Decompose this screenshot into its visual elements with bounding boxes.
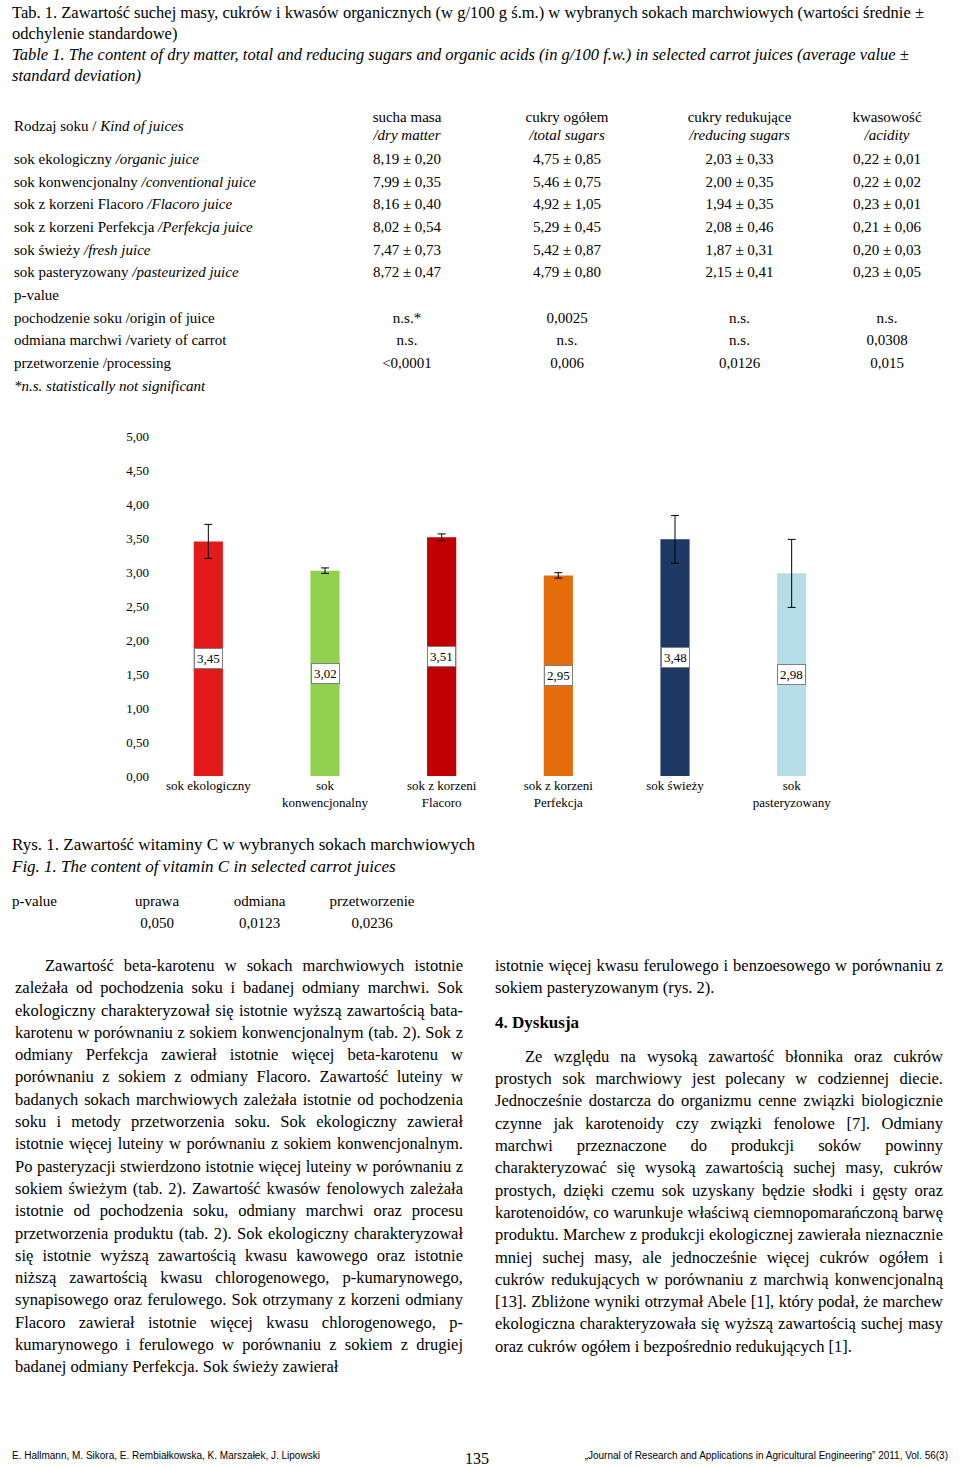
html-text:7,47 ± 0,73: 7,47 ± 0,73 — [372, 241, 442, 258]
html-text:Zawartość beta-karotenu w soka: Zawartość beta-karotenu w sokach marchwi… — [15, 956, 463, 1377]
svg-text:sok świeży: sok świeży — [646, 778, 704, 793]
svg-text:4,00: 4,00 — [126, 497, 149, 512]
html-text:/reducing sugars: /reducing sugars — [689, 127, 790, 143]
html-text:n.s.*: n.s.* — [392, 309, 422, 326]
html-text:„Journal of Research and Appli: „Journal of Research and Applications in… — [584, 1450, 948, 1461]
html-text:2,03 ± 0,33: 2,03 ± 0,33 — [705, 150, 774, 167]
html-text:1,87 ± 0,31: 1,87 ± 0,31 — [705, 241, 774, 258]
html-text:sok z korzeni Perfekcja /Perfe: sok z korzeni Perfekcja /Perfekcja juice — [14, 218, 253, 235]
html-text:*n.s. statistically not signif: *n.s. statistically not significant — [14, 377, 206, 394]
html-text:5,29 ± 0,45: 5,29 ± 0,45 — [532, 218, 602, 235]
svg-text:sok z korzeniPerfekcja: sok z korzeniPerfekcja — [524, 778, 594, 810]
html-text:uprawa: uprawa — [134, 893, 180, 909]
html-text:sok z korzeni Flacoro /Flacoro: sok z korzeni Flacoro /Flacoro juice — [14, 196, 233, 213]
html-text:8,16 ± 0,40: 8,16 ± 0,40 — [372, 196, 442, 213]
html-text:przetworzenie /processing: przetworzenie /processing — [14, 355, 171, 371]
svg-text:0,50: 0,50 — [126, 735, 149, 750]
html-text:7,99 ± 0,35: 7,99 ± 0,35 — [372, 173, 442, 190]
html-text:4,79 ± 0,80: 4,79 ± 0,80 — [532, 264, 602, 281]
svg-text:5,00: 5,00 — [126, 429, 149, 444]
html-text:0,006: 0,006 — [550, 355, 584, 371]
html-text:0,0126: 0,0126 — [718, 355, 761, 371]
svg-text:4,50: 4,50 — [126, 463, 149, 478]
html-text:2,08 ± 0,46: 2,08 ± 0,46 — [705, 218, 774, 235]
html-text:/acidity: /acidity — [864, 127, 910, 143]
html-text:cukry redukujące: cukry redukujące — [687, 109, 792, 125]
html-text:sok pasteryzowany /pasteurized: sok pasteryzowany /pasteurized juice — [14, 264, 239, 281]
html-text:0,0123: 0,0123 — [238, 915, 281, 931]
html-text:sok ekologiczny /organic juice: sok ekologiczny /organic juice — [14, 150, 199, 167]
html-text:kwasowość: kwasowość — [852, 109, 922, 125]
svg-text:sokkonwencjonalny: sokkonwencjonalny — [282, 778, 368, 810]
html-text:n.s.: n.s. — [556, 332, 578, 349]
html-text:odmiana marchwi /variety of ca: odmiana marchwi /variety of carrot — [14, 332, 227, 349]
html-text:0,22 ± 0,02: 0,22 ± 0,02 — [852, 173, 922, 190]
html-text:0,015: 0,015 — [870, 355, 904, 371]
html-text:8,72 ± 0,47: 8,72 ± 0,47 — [372, 264, 442, 281]
html-text:Rodzaj soku / Kind of juices: Rodzaj soku / Kind of juices — [14, 118, 184, 134]
html-text:pochodzenie soku /origin of ju: pochodzenie soku /origin of juice — [14, 309, 215, 326]
html-text:2,00 ± 0,35: 2,00 ± 0,35 — [705, 173, 774, 190]
html-text:1,94 ± 0,35: 1,94 ± 0,35 — [705, 196, 774, 213]
html-text:Tab. 1. Zawartość suchej masy,: Tab. 1. Zawartość suchej masy, cukrów i … — [12, 3, 924, 43]
html-text:Rys. 1. Zawartość witaminy C w: Rys. 1. Zawartość witaminy C w wybranych… — [12, 835, 475, 854]
html-text:0,23 ± 0,05: 0,23 ± 0,05 — [852, 264, 922, 281]
svg-text:sok ekologiczny: sok ekologiczny — [166, 778, 251, 793]
html-text:p-value: p-value — [14, 287, 59, 303]
html-text:n.s.: n.s. — [729, 332, 750, 349]
html-text:sucha masa: sucha masa — [372, 109, 442, 125]
html-text:cukry ogółem: cukry ogółem — [525, 109, 609, 125]
html-text:0,0236: 0,0236 — [351, 915, 393, 931]
html-text:5,46 ± 0,75: 5,46 ± 0,75 — [532, 173, 602, 190]
html-text:/dry matter: /dry matter — [373, 127, 441, 143]
svg-text:3,48: 3,48 — [664, 650, 687, 665]
html-text:4,75 ± 0,85: 4,75 ± 0,85 — [532, 150, 602, 167]
svg-text:2,00: 2,00 — [126, 633, 149, 648]
svg-text:1,50: 1,50 — [126, 667, 149, 682]
svg-text:0,00: 0,00 — [126, 769, 149, 784]
html-text:sok konwencjonalny /convention: sok konwencjonalny /conventional juice — [14, 173, 256, 190]
html-text:0,22 ± 0,01: 0,22 ± 0,01 — [852, 150, 922, 167]
html-text:5,42 ± 0,87: 5,42 ± 0,87 — [532, 241, 602, 258]
html-text:przetworzenie: przetworzenie — [329, 893, 415, 909]
html-text:0,23 ± 0,01: 0,23 ± 0,01 — [852, 196, 922, 213]
svg-text:3,51: 3,51 — [430, 649, 453, 664]
html-text:p-value: p-value — [12, 893, 57, 909]
html-text:0,0025: 0,0025 — [546, 309, 588, 326]
html-text:2,15 ± 0,41: 2,15 ± 0,41 — [705, 264, 774, 281]
html-text:n.s.: n.s. — [396, 332, 418, 349]
html-text:0,20 ± 0,03: 0,20 ± 0,03 — [852, 241, 922, 258]
html-text:0,21 ± 0,06: 0,21 ± 0,06 — [852, 218, 922, 235]
svg-text:sok z korzeniFlacoro: sok z korzeniFlacoro — [407, 778, 477, 810]
html-text:0,0308: 0,0308 — [866, 332, 908, 349]
svg-text:1,00: 1,00 — [126, 701, 149, 716]
svg-text:3,50: 3,50 — [126, 531, 149, 546]
html-text:<0,0001: <0,0001 — [382, 355, 432, 371]
svg-text:3,00: 3,00 — [126, 565, 149, 580]
html-text:135: 135 — [465, 1450, 489, 1467]
html-text:8,19 ± 0,20: 8,19 ± 0,20 — [372, 150, 442, 167]
html-text:E. Hallmann, M. Sikora, E. Rem: E. Hallmann, M. Sikora, E. Rembiałkowska… — [12, 1450, 320, 1461]
svg-text:2,50: 2,50 — [126, 599, 149, 614]
html-text:n.s.: n.s. — [729, 309, 750, 326]
html-text:odmiana: odmiana — [233, 893, 286, 909]
svg-text:2,98: 2,98 — [780, 667, 803, 682]
html-text:n.s.: n.s. — [876, 309, 898, 326]
html-text:Ze względu na wysoką zawartość: Ze względu na wysoką zawartość błonnika … — [495, 1046, 943, 1356]
html-text:istotnie więcej kwasu ferulowe: istotnie więcej kwasu ferulowego i benzo… — [495, 956, 943, 998]
html-text:Fig. 1. The content of vitamin: Fig. 1. The content of vitamin C in sele… — [12, 857, 396, 876]
svg-text:3,02: 3,02 — [314, 666, 337, 681]
html-text:4. Dyskusja: 4. Dyskusja — [495, 1012, 580, 1032]
svg-text:3,45: 3,45 — [197, 651, 220, 666]
html-text:4,92 ± 1,05: 4,92 ± 1,05 — [532, 196, 602, 213]
svg-text:sokpasteryzowany: sokpasteryzowany — [753, 778, 831, 810]
html-text:Table 1. The content of dry ma: Table 1. The content of dry matter, tota… — [12, 45, 909, 85]
html-text:8,02 ± 0,54: 8,02 ± 0,54 — [372, 218, 442, 235]
svg-text:2,95: 2,95 — [547, 668, 570, 683]
html-text:0,050: 0,050 — [140, 915, 174, 931]
html-text:/total sugars: /total sugars — [529, 127, 605, 143]
html-text:sok świeży /fresh juice: sok świeży /fresh juice — [14, 241, 151, 258]
